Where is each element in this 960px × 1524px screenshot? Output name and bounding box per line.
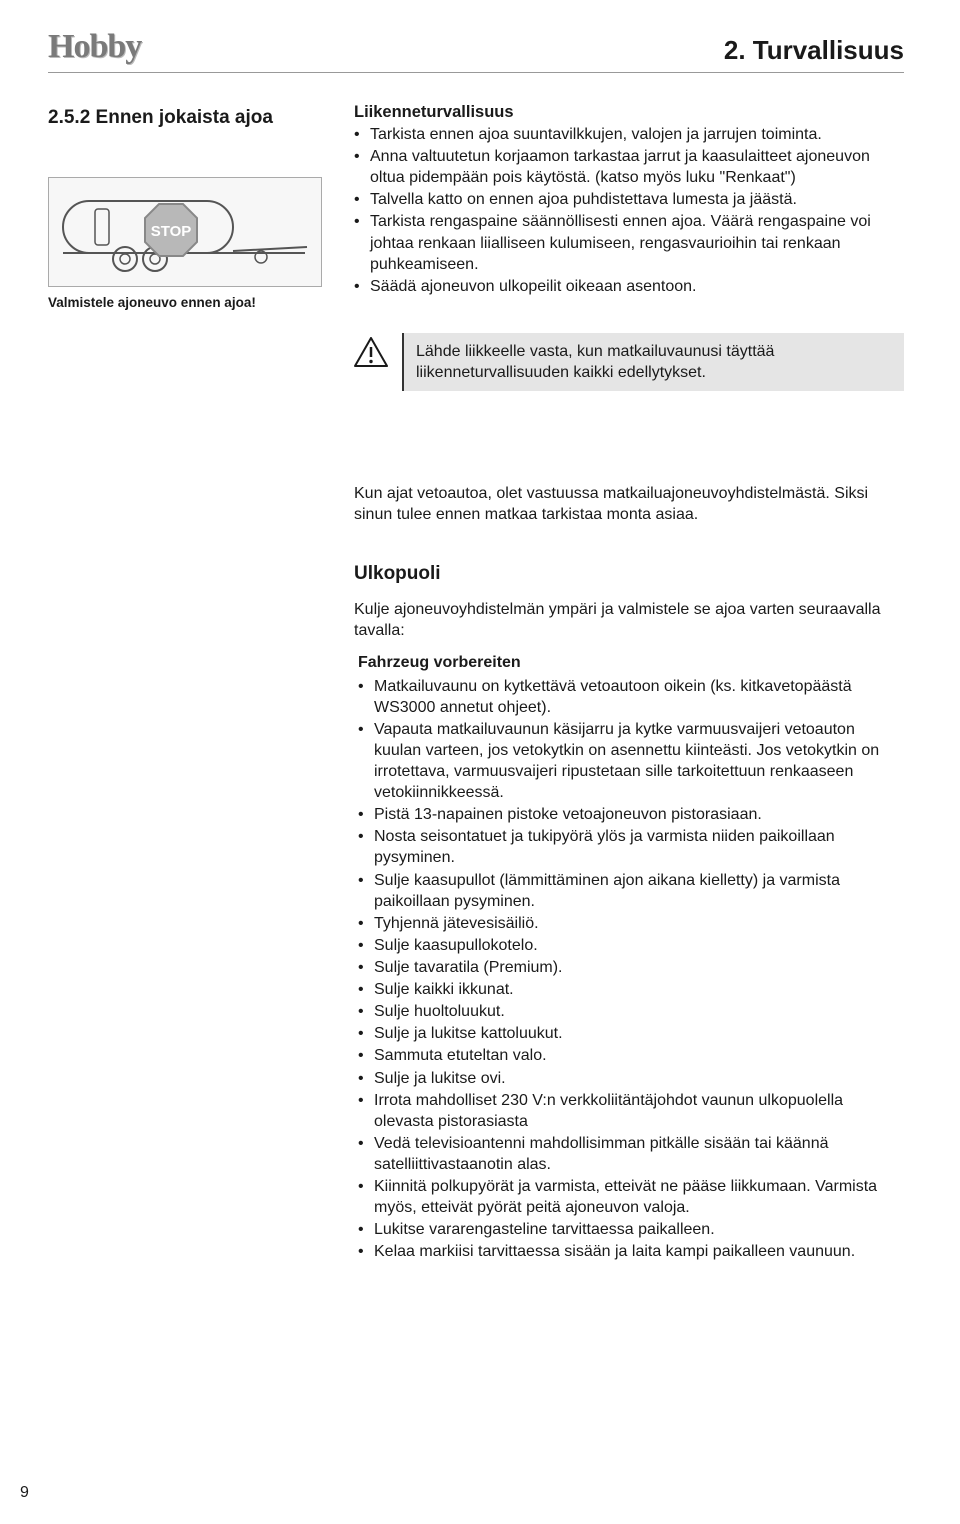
list-item: Vedä televisioantenni mahdollisimman pit…	[358, 1133, 904, 1175]
traffic-safety-heading: Liikenneturvallisuus	[354, 103, 904, 122]
list-item: Sulje kaikki ikkunat.	[358, 979, 904, 1000]
brand-logo: Hobby	[48, 28, 141, 66]
list-item: Nosta seisontatuet ja tukipyörä ylös ja …	[358, 826, 904, 868]
page-header: Hobby 2. Turvallisuus	[48, 28, 904, 73]
right-column: Liikenneturvallisuus Tarkista ennen ajoa…	[354, 103, 904, 1263]
stop-sign-icon: STOP	[141, 200, 201, 260]
exterior-heading: Ulkopuoli	[354, 563, 904, 585]
left-column: 2.5.2 Ennen jokaista ajoa STOP Valmistel…	[48, 103, 328, 1263]
list-item: Säädä ajoneuvon ulkopeilit oikeaan asent…	[354, 276, 904, 297]
list-item: Tarkista ennen ajoa suuntavilkkujen, val…	[354, 124, 904, 145]
stop-label: STOP	[151, 223, 192, 240]
caravan-illustration: STOP	[48, 177, 322, 287]
list-item: Sulje kaasupullot (lämmittäminen ajon ai…	[358, 870, 904, 912]
list-item: Tarkista rengaspaine säännöllisesti enne…	[354, 211, 904, 274]
list-item: Irrota mahdolliset 230 V:n verkkoliitänt…	[358, 1090, 904, 1132]
prepare-subheading: Fahrzeug vorbereiten	[358, 654, 904, 672]
list-item: Tyhjennä jätevesisäiliö.	[358, 913, 904, 934]
warning-text: Lähde liikkeelle vasta, kun matkailuvaun…	[402, 333, 904, 391]
list-item: Vapauta matkailuvaunun käsijarru ja kytk…	[358, 719, 904, 803]
list-item: Kiinnitä polkupyörät ja varmista, etteiv…	[358, 1176, 904, 1218]
exterior-lead: Kulje ajoneuvoyhdistelmän ympäri ja valm…	[354, 599, 904, 641]
list-item: Anna valtuutetun korjaamon tarkastaa jar…	[354, 146, 904, 188]
chapter-title: 2. Turvallisuus	[724, 35, 904, 66]
warning-icon	[354, 337, 388, 367]
list-item: Sulje ja lukitse ovi.	[358, 1068, 904, 1089]
list-item: Sulje kaasupullokotelo.	[358, 935, 904, 956]
list-item: Sulje ja lukitse kattoluukut.	[358, 1023, 904, 1044]
section-number: 2.5.2 Ennen jokaista ajoa	[48, 107, 328, 129]
page-number: 9	[20, 1484, 29, 1502]
content-columns: 2.5.2 Ennen jokaista ajoa STOP Valmistel…	[48, 103, 904, 1263]
illustration-caption: Valmistele ajoneuvo ennen ajoa!	[48, 295, 328, 310]
list-item: Sulje tavaratila (Premium).	[358, 957, 904, 978]
list-item: Pistä 13-napainen pistoke vetoajoneuvon …	[358, 804, 904, 825]
list-item: Sulje huoltoluukut.	[358, 1001, 904, 1022]
warning-callout: Lähde liikkeelle vasta, kun matkailuvaun…	[354, 333, 904, 391]
intro-paragraph: Kun ajat vetoautoa, olet vastuussa matka…	[354, 483, 904, 525]
list-item: Lukitse vararengasteline tarvittaessa pa…	[358, 1219, 904, 1240]
traffic-safety-list: Tarkista ennen ajoa suuntavilkkujen, val…	[354, 124, 904, 297]
list-item: Talvella katto on ennen ajoa puhdistetta…	[354, 189, 904, 210]
exterior-list: Matkailuvaunu on kytkettävä vetoautoon o…	[354, 676, 904, 1263]
list-item: Matkailuvaunu on kytkettävä vetoautoon o…	[358, 676, 904, 718]
list-item: Kelaa markiisi tarvittaessa sisään ja la…	[358, 1241, 904, 1262]
list-item: Sammuta etuteltan valo.	[358, 1045, 904, 1066]
